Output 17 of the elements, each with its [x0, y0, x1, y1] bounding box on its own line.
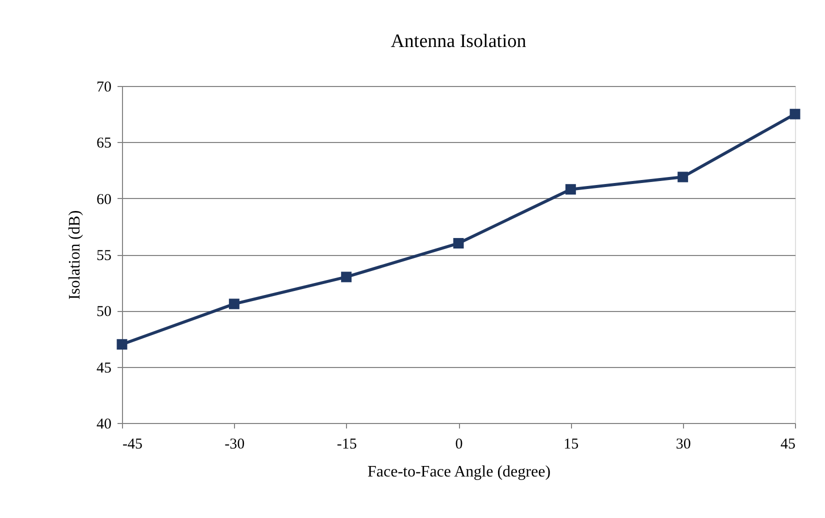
y-tick-label: 65: [96, 136, 112, 152]
x-tick-label: 15: [564, 436, 579, 452]
x-tick-label: -30: [224, 436, 245, 452]
y-tick-label: 45: [96, 360, 112, 376]
y-tick-label: 70: [96, 80, 112, 96]
y-tick-label: 50: [96, 304, 112, 320]
y-tick-label: 55: [96, 248, 112, 264]
x-tick-label: -15: [336, 436, 357, 452]
y-axis-title: Isolation (dB): [66, 210, 84, 300]
x-tick-label: 45: [780, 436, 796, 452]
x-tick-label: 0: [455, 436, 463, 452]
x-tick-label: 30: [676, 436, 691, 452]
y-tick-label: 40: [96, 416, 112, 432]
x-axis-title: Face-to-Face Angle (degree): [367, 464, 551, 480]
y-tick-label: 60: [96, 192, 112, 208]
x-tick-label: -45: [122, 436, 142, 452]
chart-title: Antenna Isolation: [390, 31, 527, 52]
